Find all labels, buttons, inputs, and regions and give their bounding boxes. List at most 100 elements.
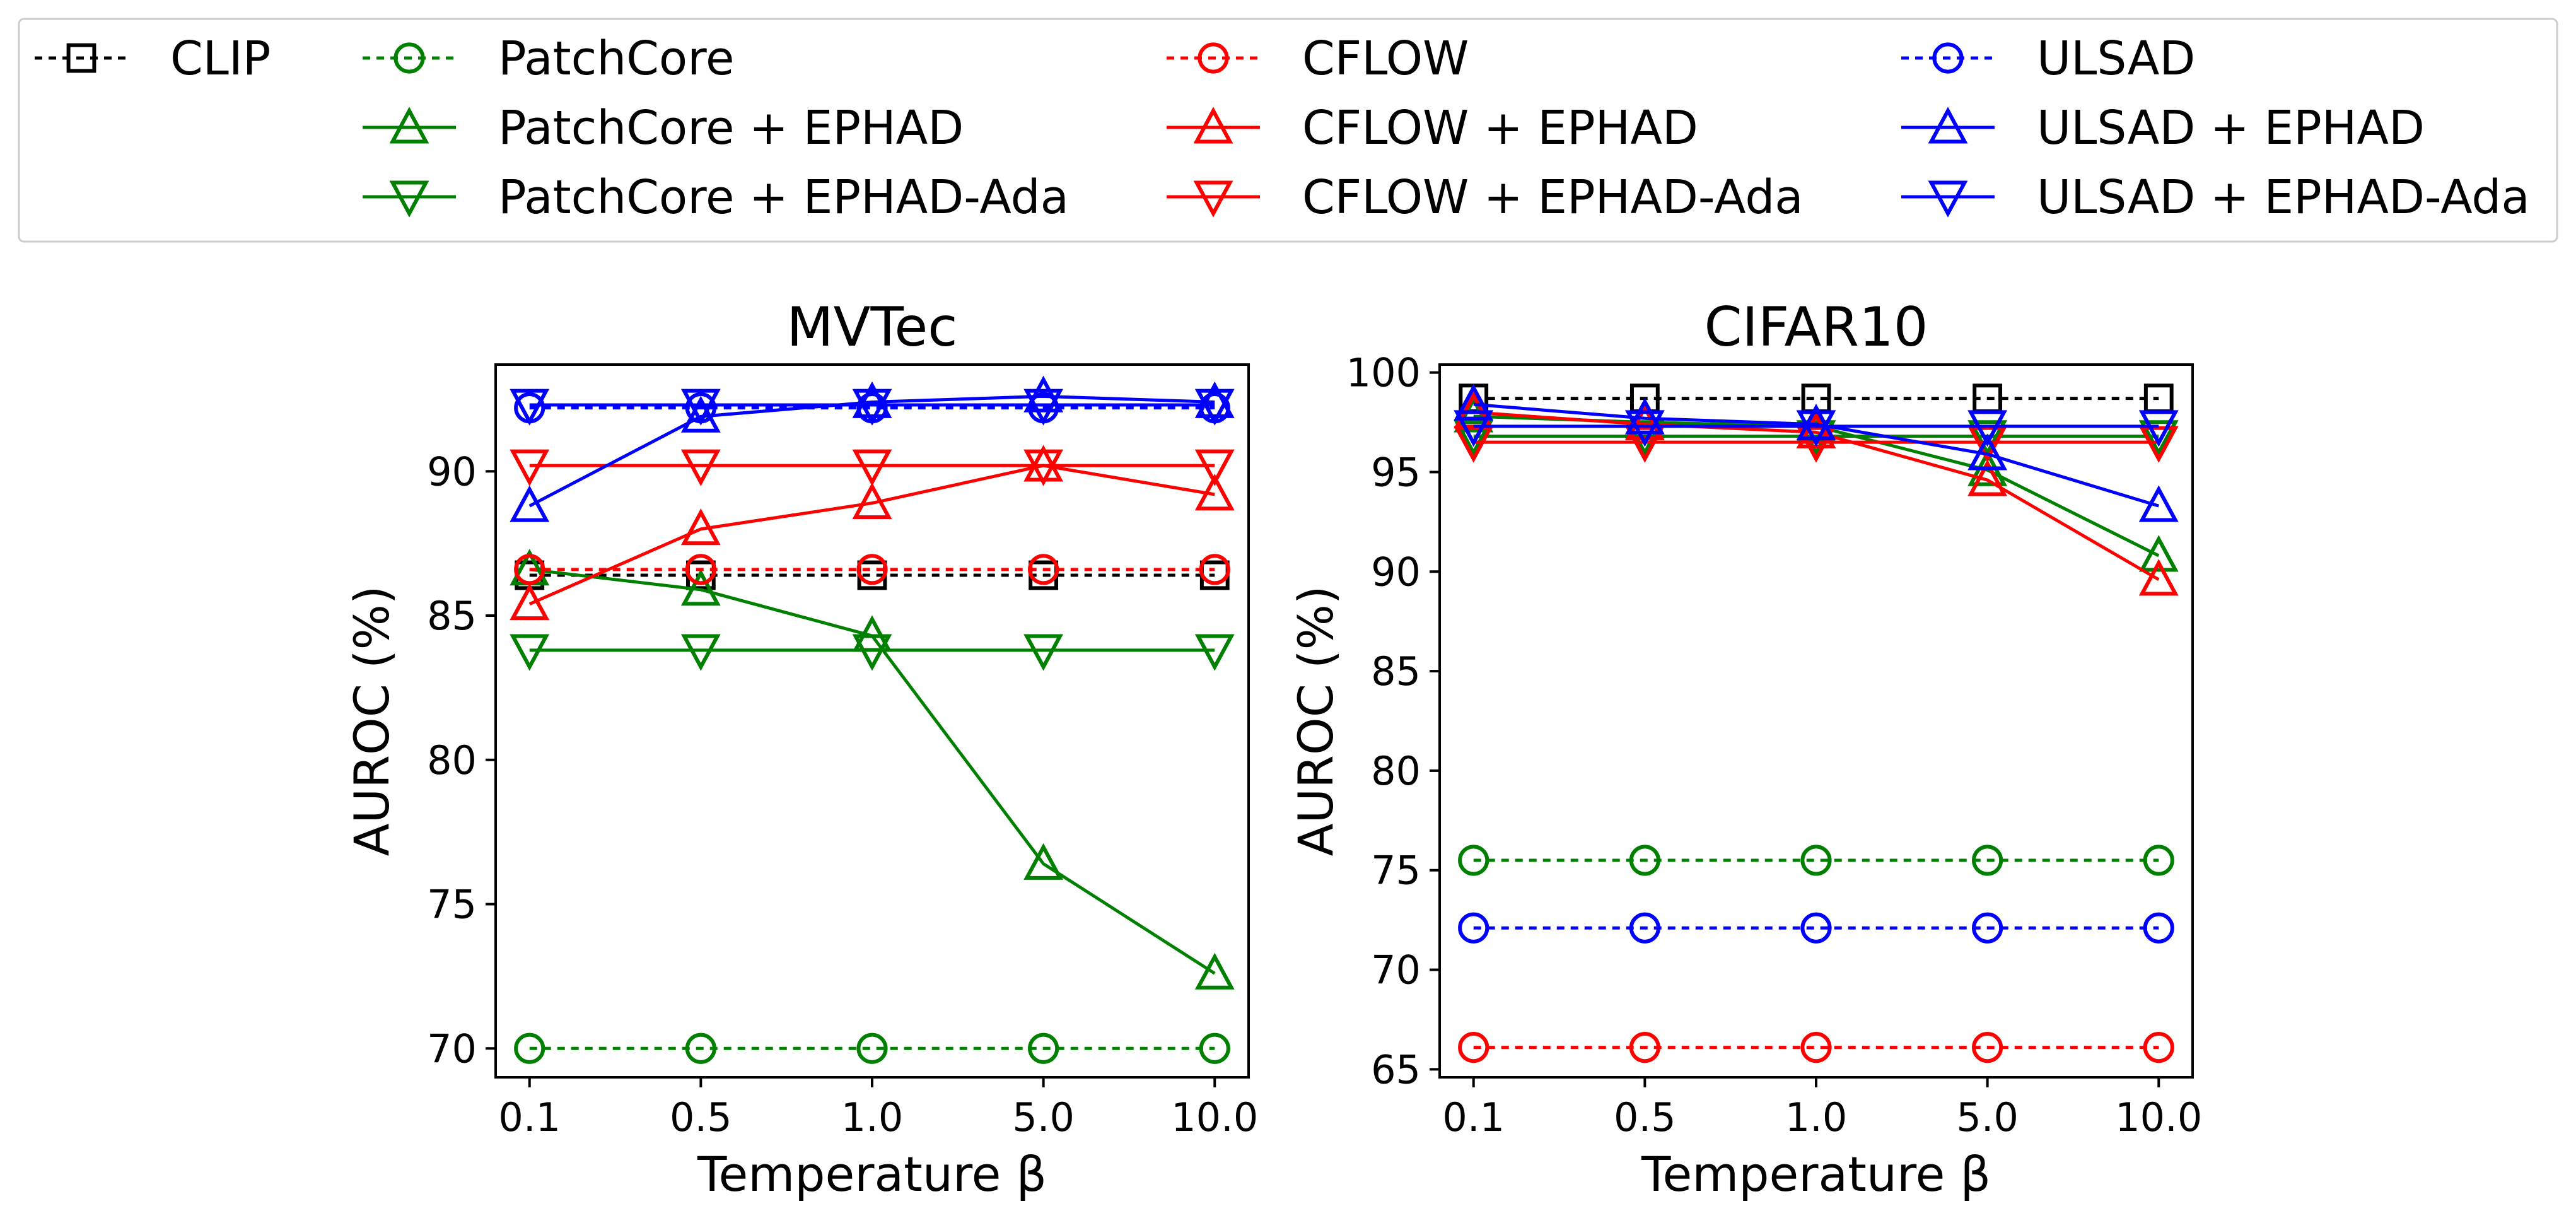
mvtec-cflow-ephad-ada-point [1194,449,1235,486]
mvtec-series-patchcore-ephad-ada [510,634,1235,671]
cifar10-patchcore-ephad-ada-point [2138,420,2179,457]
mvtec-ulsad-ephad-ada-point [680,389,721,426]
legend-cflow-ephad-ada-label: CFLOW + EPHAD-Ada [1302,170,1804,225]
cifar10-patchcore-point [2143,845,2174,876]
mvtec-patchcore-point [685,1033,716,1064]
mvtec-patchcore-ephad-ada-point [510,634,550,671]
mvtec-cflow-point [685,554,716,585]
mvtec-ulsad-ephad-ada-point [1194,389,1235,426]
chart-cifar10: CIFAR10 0.1 0.5 1.0 5.0 10.0 65 70 75 80 85 90 95 100… [1288,296,2202,1202]
mvtec-patchcore-ephad-ada-point [1023,634,1064,671]
cifar10-patchcore-point [1629,845,1660,876]
cifar10-ytick-label: 100 [1346,350,1421,396]
cifar10-ulsad-ephad-line [1473,402,2159,508]
mvtec-series-ulsad-ephad-ada [510,389,1235,426]
mvtec-xtick-label: 0.1 [498,1094,561,1140]
legend-frame [18,18,2558,243]
legend-patchcore-ephad-label: PatchCore + EPHAD [498,101,964,155]
mvtec-ulsad-ephad-point [510,485,550,522]
mvtec-cflow-point [1199,554,1230,585]
mvtec-cflow-point [856,554,888,585]
cifar10-xtick-label: 10.0 [2115,1094,2202,1140]
mvtec-cflow-ephad-ada-point [1023,449,1064,486]
cifar10-ytick-label: 75 [1371,848,1421,894]
cifar10-series-cflow [1458,1032,2174,1063]
cifar10-ulsad-ephad-point [1796,403,1836,441]
mvtec-patchcore-ephad-line [529,568,1216,975]
mvtec-ulsad-ephad-point [1194,381,1235,418]
mvtec-ytick-label: 90 [427,448,477,494]
cifar10-xlabel: Temperature β [1641,1146,1991,1202]
legend-patchcore-ephad-marker [389,107,429,144]
mvtec-ylabel: AUROC (%) [344,586,400,857]
legend-ulsad-marker [1932,42,1964,74]
mvtec-series-ulsad-ephad [510,375,1235,522]
cifar10-cflow-ephad-ada-point [1454,426,1494,463]
cifar10-ulsad-ephad-point [1967,433,2008,471]
mvtec-series-cflow-ephad-ada [510,449,1235,486]
cifar10-cflow-ephad-ada-point [2138,426,2179,463]
mvtec-patchcore-point [514,1033,545,1064]
legend-ulsad-ephad-ada-label: ULSAD + EPHAD-Ada [2037,170,2530,225]
legend-patchcore-ephad-ada-label: PatchCore + EPHAD-Ada [498,170,1069,225]
mvtec-patchcore-point [1028,1033,1059,1064]
cifar10-cflow-ephad-point [2138,559,2179,596]
cifar10-series-ulsad [1458,912,2174,944]
mvtec-xtick-label: 0.5 [670,1094,732,1140]
cifar10-cflow-point [1629,1032,1660,1063]
mvtec-ytick-label: 85 [427,593,477,639]
mvtec-patchcore-ephad-ada-point [852,634,892,671]
cifar10-ulsad-point [1800,912,1832,944]
legend-patchcore-label: PatchCore [498,32,735,86]
cifar10-ulsad-ephad-ada-point [1454,410,1494,447]
mvtec-cflow-ephad-ada-point [680,449,721,486]
mvtec-series-cflow [514,554,1230,585]
cifar10-ulsad-point [2143,912,2174,944]
cifar10-ulsad-point [1458,912,1489,944]
cifar10-ulsad-ephad-point [1624,397,1665,435]
cifar10-cflow-ephad-ada-point [1967,426,2008,463]
mvtec-xtick-label: 10.0 [1171,1094,1258,1140]
cifar10-cflow-point [2143,1032,2174,1063]
mvtec-cflow-ephad-point [680,508,721,546]
cifar10-series-ulsad-ephad [1454,383,2179,522]
cifar10-ulsad-point [1972,912,2003,944]
mvtec-patchcore-ephad-point [1194,952,1235,990]
cifar10-xtick-label: 5.0 [1956,1094,2019,1140]
chart-mvtec: MVTec 0.1 0.5 1.0 5.0 10.0 70 75 80 85 90 Temperatu… [344,296,1258,1202]
mvtec-patchcore-ephad-point [680,569,721,606]
cifar10-ulsad-point [1629,912,1660,944]
cifar10-series-ulsad-ephad-ada [1454,410,2179,447]
legend: CLIP PatchCore PatchCore + EPHAD PatchCore … [18,18,2558,243]
mvtec-series-patchcore [514,1033,1230,1064]
cifar10-ytick-label: 70 [1371,947,1421,993]
cifar10-xtick-label: 0.5 [1614,1094,1676,1140]
legend-patchcore-ephad-ada-marker [389,180,429,218]
cifar10-ulsad-ephad-point [2138,485,2179,522]
cifar10-patchcore-point [1458,845,1489,876]
cifar10-patchcore-ephad-point [1454,395,1494,433]
mvtec-ulsad-ephad-line [528,394,1215,508]
legend-ulsad-ephad-label: ULSAD + EPHAD [2037,101,2425,155]
legend-ulsad-label: ULSAD [2037,32,2195,86]
mvtec-patchcore-ephad-point [1023,843,1064,880]
cifar10-ulsad-ephad-point [1454,383,1494,421]
mvtec-ulsad-ephad-point [852,381,892,418]
mvtec-ulsad-ephad-point [680,395,721,433]
legend-clip-label: CLIP [170,32,271,86]
cifar10-cflow-point [1972,1032,2003,1063]
cifar10-cflow-ephad-ada-point [1796,426,1836,463]
cifar10-patchcore-point [1972,845,2003,876]
mvtec-cflow-point [514,554,545,585]
cifar10-ylabel: AUROC (%) [1288,586,1344,857]
mvtec-ulsad-ephad-ada-point [1023,389,1064,426]
cifar10-ytick-label: 95 [1371,449,1421,495]
mvtec-series-patchcore-ephad [510,549,1235,990]
cifar10-ytick-label: 80 [1371,748,1421,794]
mvtec-ytick-label: 70 [427,1026,477,1072]
cifar10-cflow-point [1800,1032,1832,1063]
mvtec-ytick-label: 80 [427,737,477,783]
cifar10-ulsad-ephad-ada-point [2138,410,2179,447]
legend-cflow-ephad-marker [1193,107,1233,144]
